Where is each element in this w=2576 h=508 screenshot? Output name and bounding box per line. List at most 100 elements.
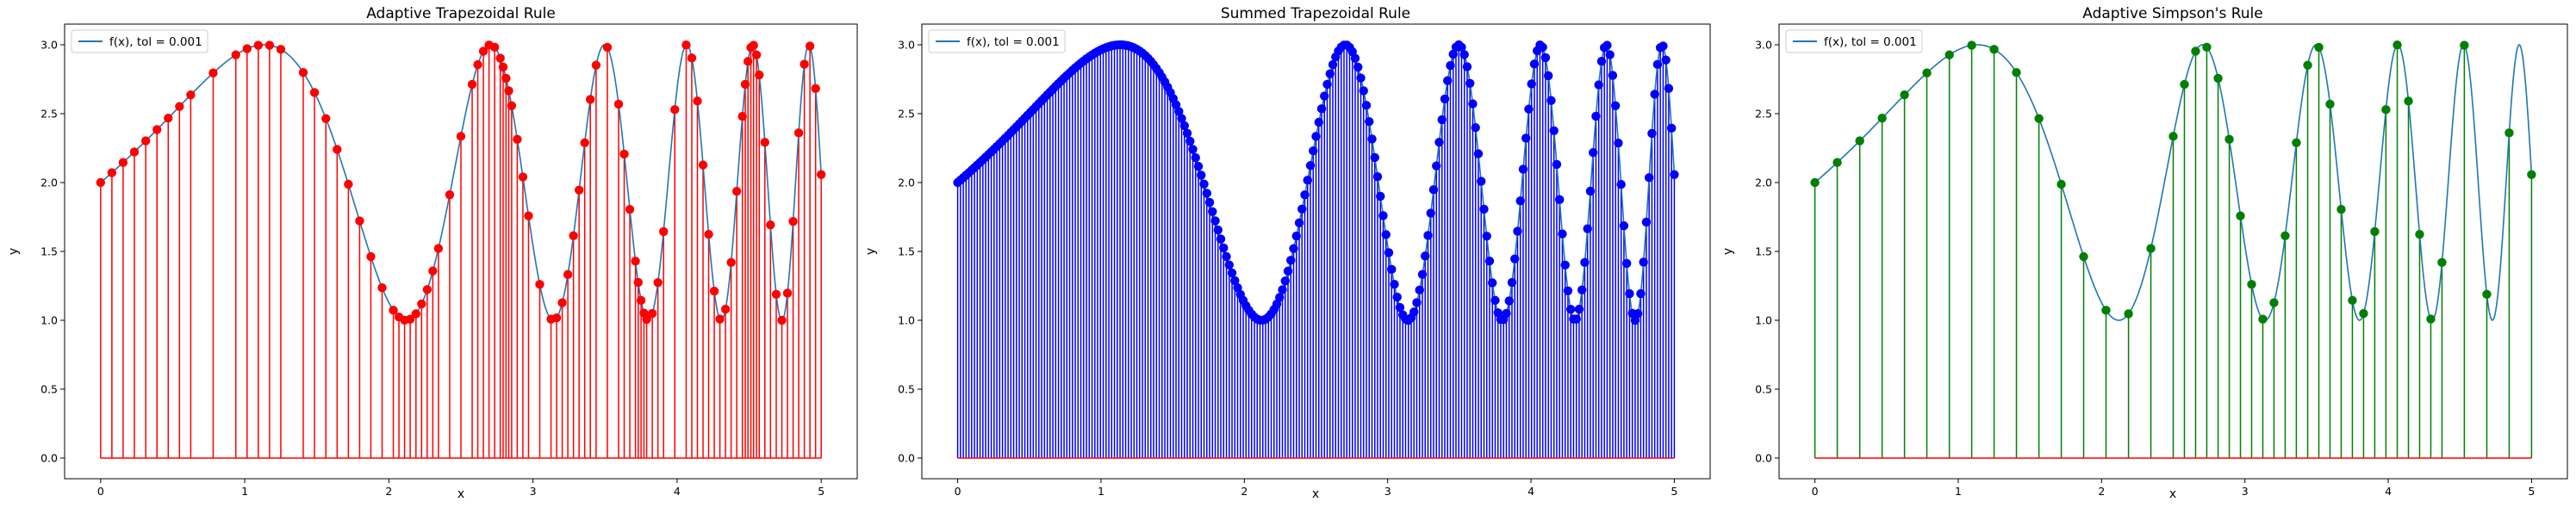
y-tick-label: 1.5 [40, 245, 58, 258]
x-tick-label: 4 [674, 485, 681, 498]
stem-marker [1502, 308, 1511, 319]
stem-marker [1596, 56, 1607, 66]
stem-marker [1510, 254, 1520, 263]
panel-summed-trapezoidal: Summed Trapezoidal Rule 0 1 2 3 4 5 0.0 0.5 1.0 1… [864, 5, 1711, 501]
stem-marker [1208, 207, 1217, 216]
stem-marker [642, 314, 651, 325]
stem-marker [633, 277, 643, 288]
stem-marker [1641, 217, 1652, 227]
stem-marker [1213, 225, 1223, 235]
stem-marker [563, 269, 573, 280]
panel-title: Adaptive Trapezoidal Rule [366, 5, 556, 22]
x-axis-label: x [2169, 487, 2176, 501]
stem-marker [658, 226, 669, 237]
stem-marker [2426, 314, 2436, 324]
panel-title: Summed Trapezoidal Rule [1221, 5, 1410, 22]
stem-marker [619, 149, 629, 159]
stem-marker [1222, 251, 1231, 262]
stem-marker [1412, 298, 1422, 307]
stem-marker [2437, 257, 2447, 268]
stem-marker [681, 40, 691, 50]
stem-marker [2482, 289, 2492, 299]
stem-marker [1392, 292, 1402, 302]
legend: f(x), tol = 0.001 [71, 29, 208, 53]
stem-marker [636, 295, 646, 306]
stem-marker [107, 168, 117, 177]
legend-label: f(x), tol = 0.001 [1824, 35, 1917, 49]
stem-marker [1877, 113, 1887, 123]
stem-marker [1278, 285, 1287, 294]
stem-marker [1462, 62, 1472, 71]
stem-marker [1409, 307, 1419, 317]
stem-marker [118, 158, 128, 167]
stem-marker [749, 40, 758, 50]
legend: f(x), tol = 0.001 [928, 29, 1066, 53]
stem-marker [1280, 276, 1290, 286]
stem-marker [1197, 170, 1206, 180]
y-tick-label: 0.0 [1755, 452, 1772, 465]
stem-marker [344, 179, 353, 189]
y-tick-label: 1.5 [898, 245, 915, 258]
stem-marker [1289, 244, 1298, 253]
stem-marker [518, 172, 528, 182]
y-tick-label: 1.0 [40, 314, 58, 327]
stem-marker [2236, 211, 2245, 220]
stem-marker [766, 220, 775, 230]
y-tick-label: 1.5 [1755, 245, 1772, 258]
stem-marker [1179, 121, 1189, 131]
stem-marker [1630, 315, 1640, 325]
stem-marker [1922, 68, 1932, 77]
stem-marker [811, 84, 820, 94]
stem-marker [1558, 229, 1567, 239]
stem-marker [1191, 152, 1200, 163]
stem-marker [1473, 149, 1484, 158]
stem-marker [726, 257, 736, 268]
y-tick-label: 2.5 [898, 108, 915, 121]
stem-marker [186, 90, 196, 100]
stem-marker [2247, 280, 2256, 289]
stem-marker [2280, 231, 2290, 240]
stem-marker [1275, 293, 1285, 302]
stem-marker [1361, 101, 1372, 110]
y-tick-label: 0.0 [898, 452, 915, 465]
stem-marker [737, 111, 747, 121]
stem-marker [2258, 314, 2268, 324]
stem-marker [704, 229, 713, 239]
stem-marker [1571, 314, 1581, 324]
stem-marker [456, 132, 466, 141]
x-tick-label: 3 [2242, 485, 2249, 498]
stem-marker [1415, 285, 1424, 295]
stem-marker [389, 306, 398, 315]
stem-marker [1521, 133, 1531, 143]
stem-marker [1554, 195, 1565, 205]
stem-marker [647, 308, 657, 319]
stem-marker [800, 59, 809, 69]
stem-marker [744, 57, 753, 66]
stem-marker [698, 160, 708, 170]
stem-marker [1608, 71, 1618, 80]
x-tick-label: 2 [2098, 485, 2105, 498]
stem-marker [653, 278, 663, 288]
stem-marker [1488, 278, 1497, 288]
stem-marker [1504, 296, 1514, 306]
y-tick-label: 2.5 [40, 108, 58, 121]
stem-marker [788, 216, 798, 226]
stem-marker [1577, 285, 1587, 294]
stem-marker [1434, 138, 1444, 147]
stem-marker [1585, 186, 1596, 196]
stem-marker [1446, 60, 1455, 71]
stem-marker [1390, 280, 1399, 289]
y-tick-label: 0.5 [40, 383, 58, 396]
stem-marker [1652, 59, 1663, 70]
y-tick-label: 2.5 [1755, 108, 1772, 121]
stem-marker [242, 44, 252, 53]
legend-label: f(x), tol = 0.001 [967, 35, 1060, 49]
x-tick-label: 2 [1241, 485, 1248, 498]
stem-marker [1202, 189, 1211, 198]
stem-marker [1423, 231, 1433, 240]
stem-marker [1376, 191, 1385, 201]
stem-marker [613, 99, 624, 109]
stem-marker [1518, 164, 1528, 174]
axis-ticks: 0 1 2 3 4 5 0.0 0.5 1.0 1.5 2.0 2.5 3.0 [898, 39, 1677, 499]
stem-marker [2460, 40, 2469, 50]
